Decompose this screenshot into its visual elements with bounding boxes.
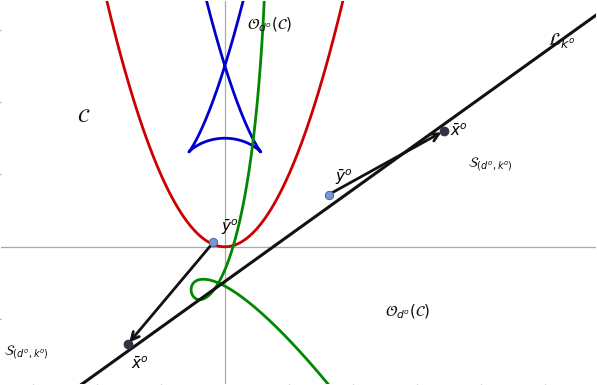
Text: $\mathcal{O}_{d^o}(\mathcal{C})$: $\mathcal{O}_{d^o}(\mathcal{C})$ [247, 15, 293, 33]
Text: $\mathcal{O}_{d^o}(\mathcal{C})$: $\mathcal{O}_{d^o}(\mathcal{C})$ [385, 303, 430, 321]
Text: $\mathcal{S}_{(d^o,k^o)}$: $\mathcal{S}_{(d^o,k^o)}$ [468, 154, 513, 172]
Text: $\mathcal{S}_{(d^o,k^o)}$: $\mathcal{S}_{(d^o,k^o)}$ [4, 343, 49, 361]
Text: $\mathcal{L}_{k^o}$: $\mathcal{L}_{k^o}$ [548, 31, 576, 50]
Text: $\bar{x}^o$: $\bar{x}^o$ [450, 123, 468, 139]
Text: $\bar{y}^o$: $\bar{y}^o$ [221, 217, 239, 237]
Text: $\bar{x}^o$: $\bar{x}^o$ [131, 355, 148, 372]
Text: $\bar{y}^o$: $\bar{y}^o$ [335, 168, 353, 187]
Text: $\mathcal{C}$: $\mathcal{C}$ [77, 107, 91, 126]
